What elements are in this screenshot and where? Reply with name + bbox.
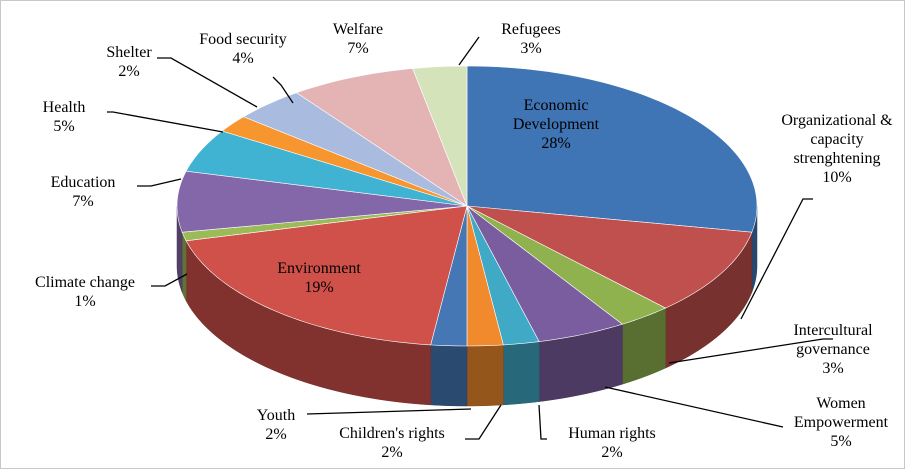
leader-line bbox=[272, 76, 294, 104]
value-label: 7% bbox=[347, 40, 369, 57]
slice bbox=[466, 205, 504, 347]
data-label: Shelter 2% bbox=[89, 43, 169, 81]
slice-side bbox=[503, 341, 540, 406]
leader-line bbox=[458, 36, 480, 66]
leader-line bbox=[668, 338, 833, 364]
value-label: 5% bbox=[830, 433, 852, 450]
data-label: Food security 4% bbox=[183, 30, 303, 68]
data-label: Education 7% bbox=[33, 173, 133, 211]
category-label: Education bbox=[50, 174, 116, 191]
slice bbox=[466, 205, 753, 309]
slice-side bbox=[430, 344, 468, 407]
slice-side bbox=[181, 232, 187, 301]
category-label: Environment bbox=[277, 260, 361, 277]
data-label: Environment 19% bbox=[254, 259, 384, 297]
slice bbox=[242, 92, 468, 207]
category-label: Women Empowerment bbox=[793, 395, 889, 431]
value-label: 2% bbox=[381, 444, 403, 461]
category-label: Welfare bbox=[332, 21, 384, 38]
leader-line bbox=[740, 198, 813, 320]
data-label: Economic Development 28% bbox=[501, 96, 611, 153]
category-label: Refugees bbox=[501, 21, 561, 38]
leader-line bbox=[107, 111, 224, 133]
category-label: Food security bbox=[199, 31, 287, 48]
slice bbox=[221, 116, 468, 207]
leader-line bbox=[306, 408, 472, 415]
category-label: Children's rights bbox=[339, 425, 445, 442]
value-label: 4% bbox=[232, 50, 254, 67]
data-label: Intercultural governance 3% bbox=[778, 321, 888, 378]
slice bbox=[185, 205, 468, 346]
category-label: Intercultural governance bbox=[793, 322, 873, 358]
leader-line bbox=[465, 404, 502, 440]
value-label: 3% bbox=[520, 40, 542, 57]
value-label: 5% bbox=[53, 118, 75, 135]
data-label: Climate change 1% bbox=[15, 273, 155, 311]
slice bbox=[466, 205, 667, 325]
data-label: Organizational & capacity strenghtening 1… bbox=[770, 111, 904, 187]
value-label: 19% bbox=[304, 279, 334, 296]
category-label: Climate change bbox=[35, 274, 135, 291]
data-label: Youth 2% bbox=[236, 406, 316, 444]
data-label: Women Empowerment 5% bbox=[788, 394, 894, 451]
slice bbox=[466, 65, 758, 233]
value-label: 1% bbox=[74, 293, 96, 310]
data-label: Human rights 2% bbox=[547, 424, 677, 462]
slice bbox=[185, 130, 468, 207]
value-label: 2% bbox=[118, 63, 140, 80]
category-label: Youth bbox=[256, 407, 296, 424]
leader-line bbox=[137, 178, 182, 187]
data-label: Welfare 7% bbox=[308, 20, 408, 58]
leader-line bbox=[151, 273, 188, 287]
category-label: Organizational & capacity strenghtening bbox=[781, 112, 893, 167]
slice bbox=[466, 205, 540, 346]
data-label: Health 5% bbox=[24, 98, 104, 136]
category-label: Human rights bbox=[568, 425, 656, 442]
slice bbox=[295, 68, 468, 207]
value-label: 10% bbox=[822, 169, 852, 186]
slice bbox=[466, 205, 624, 342]
category-label: Health bbox=[42, 99, 86, 116]
value-label: 2% bbox=[265, 426, 287, 443]
data-label: Refugees 3% bbox=[481, 20, 581, 58]
leader-line bbox=[157, 57, 258, 108]
leader-line bbox=[604, 386, 784, 428]
category-label: Economic Development bbox=[512, 97, 600, 133]
value-label: 7% bbox=[72, 193, 94, 210]
slice-side bbox=[466, 344, 504, 407]
slice bbox=[412, 65, 468, 207]
value-label: 2% bbox=[601, 444, 623, 461]
category-label: Shelter bbox=[106, 44, 152, 61]
slice bbox=[176, 170, 468, 233]
leader-line bbox=[538, 404, 547, 440]
value-label: 28% bbox=[541, 135, 571, 152]
value-label: 3% bbox=[822, 360, 844, 377]
data-label: Children's rights 2% bbox=[322, 424, 462, 462]
